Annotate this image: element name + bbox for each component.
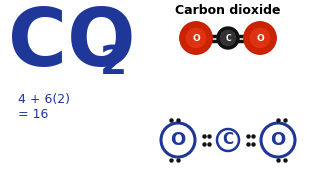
Text: O: O (192, 33, 200, 42)
Text: O: O (170, 131, 186, 149)
Text: 4 + 6(2): 4 + 6(2) (18, 93, 70, 106)
Circle shape (251, 28, 270, 48)
Text: O: O (256, 33, 264, 42)
Text: Carbon dioxide: Carbon dioxide (175, 4, 281, 17)
Text: = 16: = 16 (18, 108, 48, 121)
Circle shape (180, 22, 212, 54)
Text: CO: CO (8, 5, 135, 83)
Circle shape (244, 22, 276, 54)
Circle shape (186, 28, 206, 48)
Circle shape (180, 22, 212, 54)
Text: 2: 2 (100, 44, 127, 82)
Circle shape (217, 27, 239, 49)
Text: C: C (222, 132, 234, 147)
Text: O: O (270, 131, 286, 149)
Circle shape (244, 22, 276, 54)
Circle shape (220, 30, 236, 46)
Text: C: C (225, 33, 231, 42)
